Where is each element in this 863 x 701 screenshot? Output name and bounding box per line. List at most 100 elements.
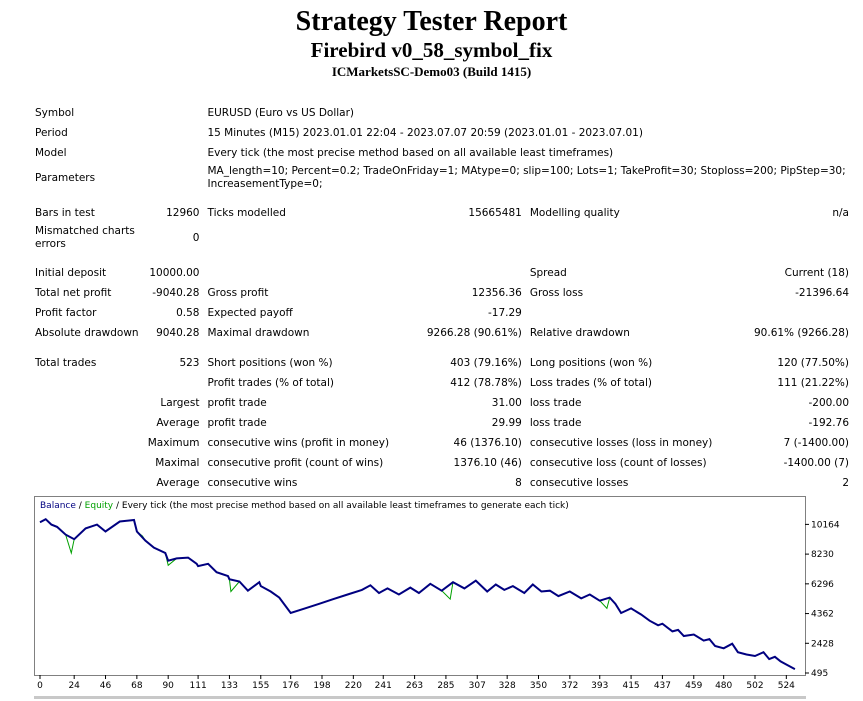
x-tick-label: 263 (406, 681, 423, 691)
avg-consec-wins-value: 8 (515, 477, 522, 489)
balance-chart: Balance / Equity / Every tick (the most … (34, 496, 840, 699)
x-tick-label: 68 (131, 681, 143, 691)
table-row: Model Every tick (the most precise metho… (31, 143, 853, 163)
y-tick-label: 495 (811, 669, 828, 679)
plot-frame (34, 496, 806, 676)
expert-name: Firebird v0_58_symbol_fix (310, 38, 553, 62)
table-row: Total net profit -9040.28 Gross profit 1… (31, 283, 853, 303)
legend-balance: Balance (40, 501, 76, 511)
rel-drawdown-label: Relative drawdown (529, 327, 630, 339)
period-value: 15 Minutes (M15) 2023.01.01 22:04 - 2023… (207, 127, 643, 139)
largest-loss-label: loss trade (529, 397, 582, 409)
gross-profit-label: Gross profit (207, 287, 269, 299)
table-row: Largest profit trade 31.00 loss trade -2… (31, 393, 853, 413)
x-tick-label: 220 (345, 681, 362, 691)
maximum-label: Maximum (147, 437, 200, 449)
deposit-value: 10000.00 (149, 267, 200, 279)
x-tick-label: 415 (622, 681, 639, 691)
maximal-consec-loss-value: -1400.00 (7) (783, 457, 849, 469)
x-tick-label: 24 (68, 681, 80, 691)
table-row: Symbol EURUSD (Euro vs US Dollar) (31, 103, 853, 123)
loss-trades-label: Loss trades (% of total) (529, 377, 652, 389)
long-positions-value: 120 (77.50%) (777, 357, 849, 369)
total-trades-label: Total trades (35, 357, 97, 369)
spread-value: Current (18) (784, 267, 849, 279)
model-value: Every tick (the most precise method base… (207, 147, 614, 159)
x-tick-label: 350 (530, 681, 547, 691)
y-axis: 10164 8230 6296 4362 2428 495 (805, 520, 840, 679)
ticks-label: Ticks modelled (207, 207, 286, 219)
avg-consec-losses-label: consecutive losses (529, 477, 629, 489)
total-trades-value: 523 (179, 357, 200, 369)
legend-equity: Equity (85, 501, 114, 511)
avg-consec-losses-value: 2 (842, 477, 849, 489)
long-positions-label: Long positions (won %) (529, 357, 653, 369)
legend-separator: / (76, 501, 85, 511)
x-tick-label: 241 (375, 681, 392, 691)
expected-payoff-value: -17.29 (487, 307, 522, 319)
x-axis: 0 24 46 68 90 111 133 155 176 198 220 241 263 285 307 3… (37, 675, 795, 691)
gross-loss-value: -21396.64 (795, 287, 849, 299)
table-row: Parameters MA_length=10; Percent=0.2; Tr… (31, 163, 853, 193)
bars-label: Bars in test (35, 207, 95, 219)
max-drawdown-value: 9266.28 (90.61%) (426, 327, 522, 339)
spread-label: Spread (529, 267, 567, 279)
table-row: Period 15 Minutes (M15) 2023.01.01 22:04… (31, 123, 853, 143)
rel-drawdown-value: 90.61% (9266.28) (754, 327, 849, 339)
x-tick-label: 133 (221, 681, 238, 691)
period-label: Period (35, 127, 68, 139)
table-row: Average consecutive wins 8 consecutive l… (31, 473, 853, 493)
chart-scrollbar[interactable] (34, 696, 806, 699)
maximal-consec-profit-value: 1376.10 (46) (453, 457, 522, 469)
profit-trades-value: 412 (78.78%) (450, 377, 522, 389)
x-tick-label: 328 (499, 681, 516, 691)
expected-payoff-label: Expected payoff (207, 307, 293, 319)
x-tick-label: 307 (469, 681, 486, 691)
x-tick-label: 480 (715, 681, 732, 691)
symbol-value: EURUSD (Euro vs US Dollar) (207, 107, 355, 119)
abs-drawdown-value: 9040.28 (156, 327, 200, 339)
average-loss-value: -192.76 (808, 417, 849, 429)
loss-trades-value: 111 (21.22%) (777, 377, 849, 389)
x-tick-label: 111 (190, 681, 207, 691)
y-tick-label: 2428 (811, 639, 834, 649)
x-tick-label: 502 (746, 681, 763, 691)
quality-value: n/a (832, 207, 849, 219)
x-tick-label: 459 (685, 681, 702, 691)
maximal-label: Maximal (155, 457, 200, 469)
mismatch-value: 0 (192, 232, 200, 244)
x-tick-label: 393 (591, 681, 608, 691)
max-consec-wins-label: consecutive wins (profit in money) (207, 437, 390, 449)
x-tick-label: 176 (282, 681, 299, 691)
largest-profit-value: 31.00 (491, 397, 522, 409)
net-profit-label: Total net profit (35, 287, 112, 299)
bars-value: 12960 (166, 207, 200, 219)
legend-description: / Every tick (the most precise method ba… (113, 501, 569, 511)
largest-loss-value: -200.00 (808, 397, 849, 409)
average-profit-value: 29.99 (491, 417, 522, 429)
table-row: Bars in test 12960 Ticks modelled 156654… (31, 203, 853, 223)
y-tick-label: 6296 (811, 580, 834, 590)
maximal-consec-loss-label: consecutive loss (count of losses) (529, 457, 707, 469)
symbol-label: Symbol (35, 107, 75, 119)
model-label: Model (35, 147, 67, 159)
report-table: Symbol EURUSD (Euro vs US Dollar) Period… (31, 103, 853, 493)
x-tick-label: 0 (37, 681, 43, 691)
x-tick-label: 437 (654, 681, 671, 691)
deposit-label: Initial deposit (35, 267, 107, 279)
quality-label: Modelling quality (529, 207, 620, 219)
x-tick-label: 90 (162, 681, 174, 691)
parameters-value: MA_length=10; Percent=0.2; TradeOnFriday… (207, 165, 846, 190)
max-drawdown-label: Maximal drawdown (207, 327, 310, 339)
balance-line (39, 517, 796, 670)
report-title: Strategy Tester Report (295, 6, 568, 37)
table-row: Profit trades (% of total) 412 (78.78%) … (31, 373, 853, 393)
table-row: Absolute drawdown 9040.28 Maximal drawdo… (31, 323, 853, 343)
x-tick-label: 155 (252, 681, 269, 691)
short-positions-label: Short positions (won %) (207, 357, 333, 369)
abs-drawdown-label: Absolute drawdown (35, 327, 139, 339)
max-consec-wins-value: 46 (1376.10) (453, 437, 522, 449)
table-row: Mismatched charts errors 0 (31, 223, 853, 253)
max-consec-losses-value: 7 (-1400.00) (783, 437, 849, 449)
avg-consec-wins-label: consecutive wins (207, 477, 298, 489)
